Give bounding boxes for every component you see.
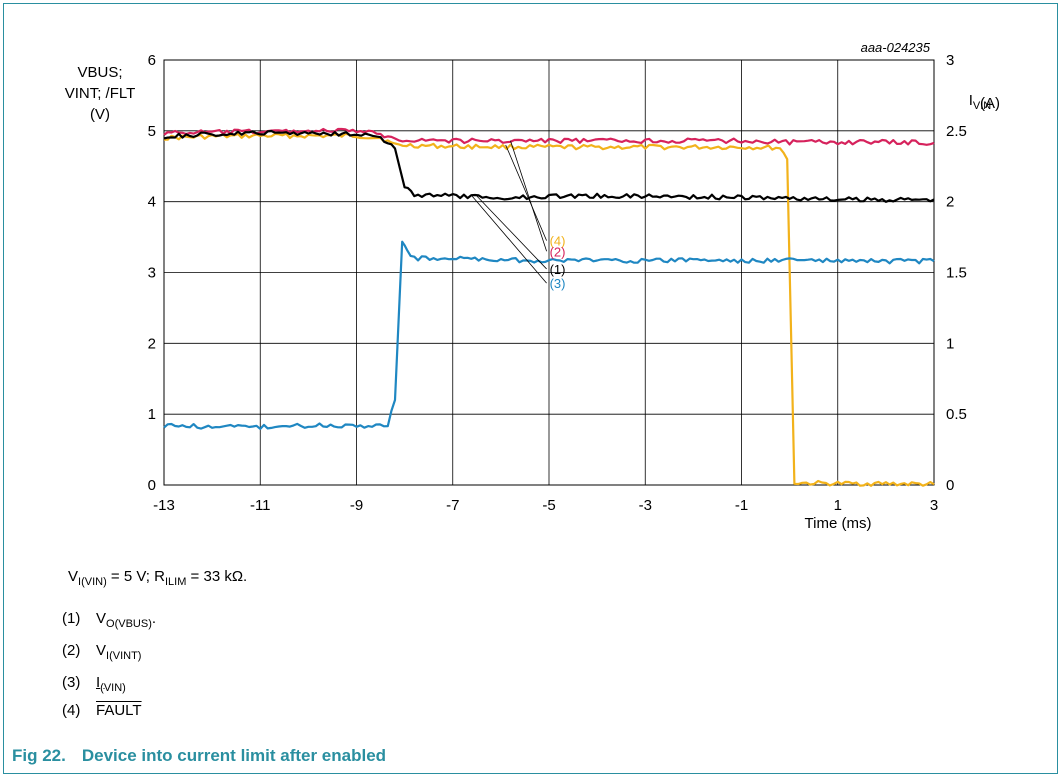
y-right-tick-label: 2.5 — [946, 123, 967, 140]
x-tick-label: -13 — [153, 497, 175, 514]
y-right-tick-label: 3 — [946, 52, 954, 69]
figure-number: Fig 22. — [12, 746, 66, 765]
x-tick-label: 1 — [834, 497, 842, 514]
y-left-tick-label: 1 — [148, 406, 156, 423]
annotation-label: (1) — [550, 262, 566, 277]
y-left-tick-label: 5 — [148, 123, 156, 140]
chart: -13 -11 -9 -7 -5 -3 -1 1 3012345600.511.522.53VB… — [65, 40, 1000, 532]
y-right-axis-label: IVIN — [969, 92, 992, 112]
y-left-tick-label: 4 — [148, 194, 156, 211]
annotation-leader — [510, 140, 547, 252]
annotation-leader — [471, 195, 547, 284]
y-left-axis-label: VBUS; — [77, 64, 122, 81]
figure-code: aaa-024235 — [861, 40, 931, 55]
series-line-1 — [163, 129, 935, 203]
x-axis-label: Time (ms) — [805, 515, 872, 532]
y-right-tick-label: 1.5 — [946, 265, 967, 282]
annotation-label: (3) — [550, 276, 566, 291]
figure-caption: Fig 22. Device into current limit after e… — [12, 746, 386, 766]
x-tick-label: -3 — [639, 497, 652, 514]
y-left-axis-label: VINT; /FLT — [65, 85, 136, 102]
y-left-tick-label: 2 — [148, 335, 156, 352]
annotation-leader — [476, 195, 547, 270]
y-left-axis-label: (V) — [90, 106, 110, 123]
note-item-4: (4) FAULT — [62, 702, 142, 719]
y-left-tick-label: 6 — [148, 52, 156, 69]
note-conditions: VI(VIN) = 5 V; RILIM = 33 kΩ. — [68, 568, 248, 588]
x-tick-label: -11 — [250, 497, 271, 514]
x-tick-label: -7 — [446, 497, 459, 514]
series-line-4 — [164, 132, 935, 487]
annotation-label: (4) — [550, 234, 566, 249]
y-right-axis-unit: (A) — [980, 95, 1000, 112]
figure-frame — [3, 3, 1058, 774]
x-tick-label: -1 — [735, 497, 748, 514]
annotation-leader — [505, 144, 547, 241]
note-item-2: (2) VI(VINT) — [62, 642, 142, 662]
y-left-tick-label: 3 — [148, 265, 156, 282]
annotation-label: (2) — [550, 244, 566, 259]
figure-title: Device into current limit after enabled — [81, 746, 387, 765]
y-right-tick-label: 0 — [946, 477, 954, 494]
y-right-tick-label: 0.5 — [946, 406, 967, 423]
x-tick-label: -5 — [542, 497, 555, 514]
note-item-3: (3) I(VIN) — [62, 674, 126, 694]
x-tick-label: 3 — [930, 497, 938, 514]
y-right-tick-label: 2 — [946, 194, 954, 211]
y-right-tick-label: 1 — [946, 335, 954, 352]
series-line-3 — [163, 240, 935, 430]
y-left-tick-label: 0 — [148, 477, 156, 494]
series-line-2 — [163, 127, 935, 146]
x-tick-label: -9 — [350, 497, 363, 514]
note-item-1: (1) VO(VBUS). — [62, 610, 157, 630]
